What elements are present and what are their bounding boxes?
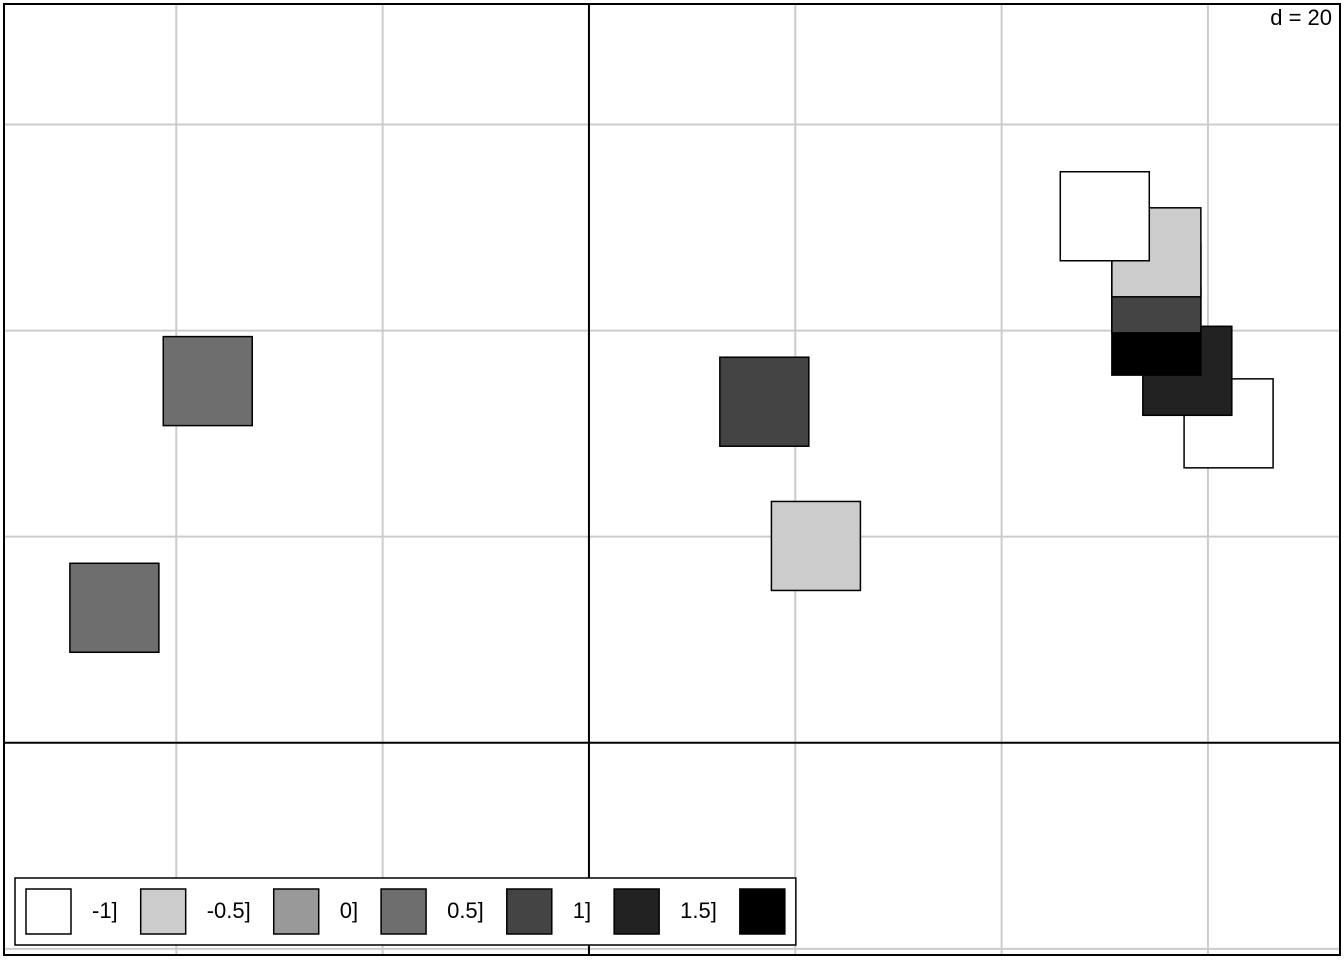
legend-label: 0.5] [447, 898, 484, 923]
grid [4, 4, 1340, 955]
legend: -1] -0.5] 0] 0.5] 1] 1.5] [14, 877, 797, 946]
scale-annotation: d = 20 [1270, 5, 1332, 30]
legend-label: 0] [340, 898, 358, 923]
points [69, 170, 1274, 654]
square-marker [770, 500, 862, 592]
legend-label: -1] [92, 898, 118, 923]
square-marker [162, 335, 254, 427]
legend-swatch [739, 888, 786, 935]
legend-swatch [272, 888, 320, 935]
legend-swatch [506, 888, 553, 935]
legend-swatch [25, 888, 72, 935]
legend-swatch [380, 888, 427, 935]
legend-swatch [139, 888, 187, 935]
square-marker [719, 356, 810, 447]
legend-label: 1] [573, 898, 591, 923]
legend-swatch [613, 888, 660, 935]
legend-label: -0.5] [207, 898, 251, 923]
square-marker [1059, 170, 1151, 262]
square-marker [69, 562, 160, 654]
frame [3, 3, 1341, 956]
legend-label: 1.5] [680, 898, 717, 923]
